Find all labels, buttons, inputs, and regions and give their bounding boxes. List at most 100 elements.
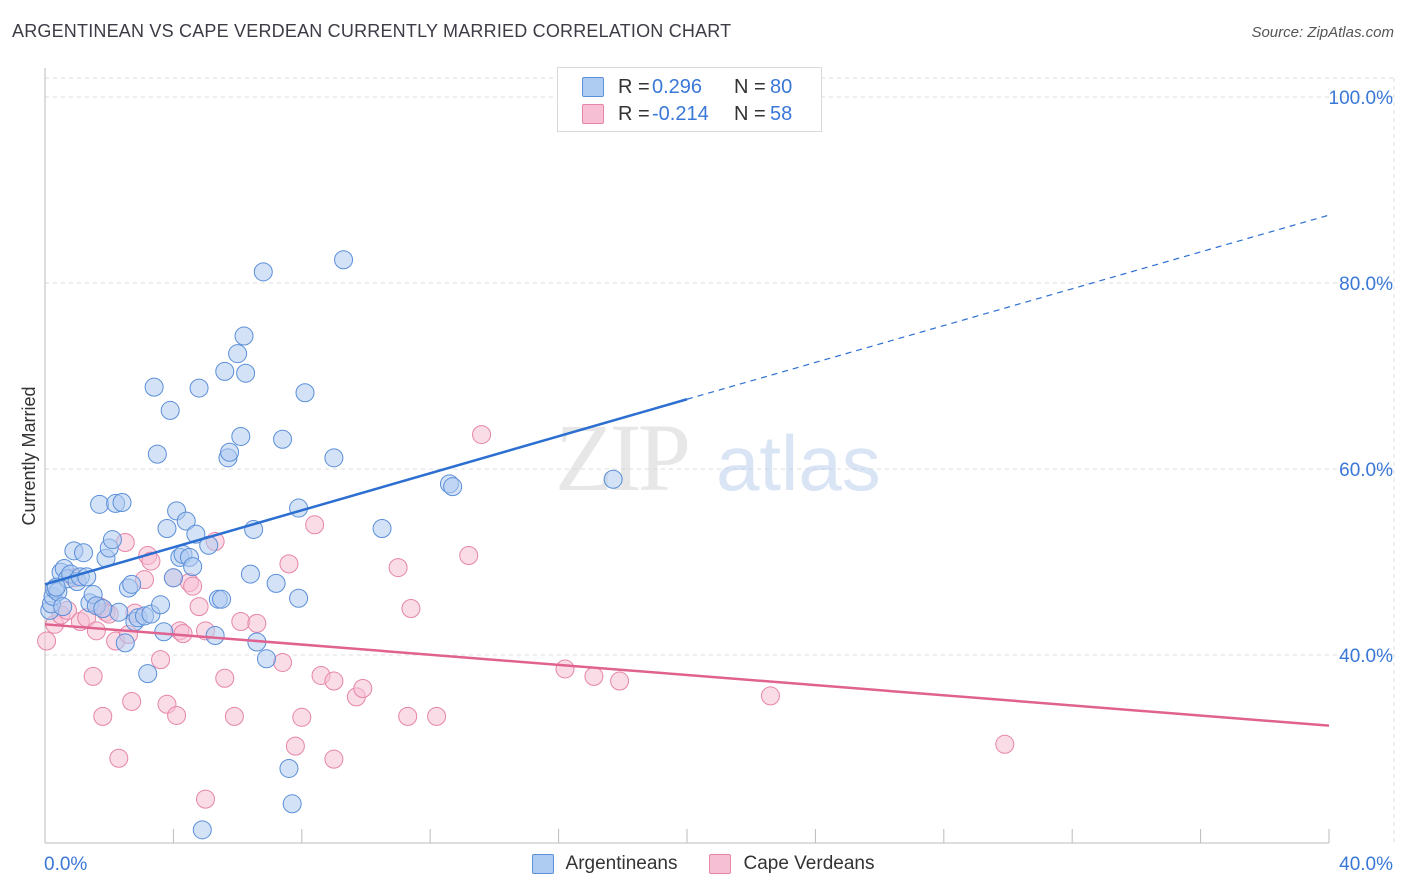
legend-r-value: 0.296	[652, 75, 703, 98]
legend-n-value: 58	[770, 102, 793, 125]
watermark: ZIP atlas	[555, 404, 881, 511]
watermark-atlas: atlas	[716, 419, 881, 507]
argentinean-point	[295, 383, 315, 403]
cape-verdean-point	[398, 706, 418, 726]
x-tick-label: 40.0%	[1339, 854, 1393, 875]
legend-row-argentineans: R = 0.296 N = 80	[582, 75, 792, 99]
cape-verdean-point	[353, 678, 373, 698]
trend-lines	[44, 214, 1330, 727]
cape-verdean-point	[224, 706, 244, 726]
argentinean-point	[90, 494, 110, 514]
series-legend-label: Argentineans	[565, 853, 678, 874]
argentinean-point	[176, 511, 196, 531]
argentinean-point	[324, 448, 344, 468]
series-legend-cape-verdeans[interactable]: Cape Verdeans	[709, 853, 874, 875]
cape-verdean-point	[584, 666, 604, 686]
y-tick-label: 100.0%	[1329, 88, 1394, 109]
argentineans-points	[40, 250, 623, 840]
legend-r-label: R =	[618, 75, 650, 98]
tick-labels: 40.0% 60.0% 80.0% 100.0% 0.0% 40.0%	[44, 88, 1393, 875]
y-tick-label: 60.0%	[1339, 460, 1393, 481]
cape-verdean-point	[610, 671, 630, 691]
argentinean-point	[256, 649, 276, 669]
legend-n-value: 80	[770, 75, 793, 98]
cape-verdean-point	[167, 705, 187, 725]
argentineans-trend-line	[44, 398, 688, 586]
cape-verdeans-swatch	[709, 854, 732, 874]
cape-verdeans-trend-line	[44, 623, 1330, 727]
y-tick-label: 40.0%	[1339, 646, 1393, 667]
cape-verdean-point	[109, 748, 129, 768]
legend-n-label: N =	[734, 102, 766, 125]
cape-verdean-point	[183, 576, 203, 596]
cape-verdean-point	[472, 425, 492, 445]
argentinean-point	[215, 361, 235, 381]
argentinean-point	[122, 574, 142, 594]
argentinean-point	[109, 602, 129, 622]
argentinean-point	[112, 492, 132, 512]
cape-verdean-point	[122, 692, 142, 711]
legend-row-cape-verdeans: R = -0.214 N = 58	[582, 102, 792, 126]
cape-verdean-point	[86, 621, 106, 641]
argentinean-point	[102, 530, 122, 550]
cape-verdean-point	[273, 652, 293, 672]
cape-verdean-point	[196, 789, 215, 809]
argentinean-point	[236, 363, 256, 383]
cape-verdean-point	[324, 749, 344, 769]
axes	[44, 68, 1330, 844]
argentinean-point	[147, 444, 167, 464]
cape-verdean-point	[324, 671, 344, 691]
cape-verdean-point	[93, 706, 113, 726]
argentinean-point	[53, 597, 73, 617]
cape-verdean-point	[83, 666, 103, 686]
argentinean-point	[151, 595, 171, 615]
argentinean-point	[279, 758, 299, 778]
argentinean-point	[212, 589, 232, 609]
cape-verdean-point	[37, 631, 57, 651]
series-legend: Argentineans Cape Verdeans	[0, 850, 1406, 878]
cape-verdean-point	[231, 612, 251, 632]
cape-verdean-point	[401, 599, 421, 618]
watermark-zip: ZIP	[555, 404, 688, 511]
cape-verdean-point	[459, 545, 479, 565]
cape-verdean-point	[305, 515, 325, 535]
cape-verdean-point	[279, 554, 299, 574]
x-tick-label: 0.0%	[44, 854, 87, 875]
argentinean-point	[157, 519, 177, 539]
source-label: Source: ZipAtlas.com	[1251, 24, 1394, 41]
argentinean-point	[160, 400, 180, 420]
argentinean-point	[231, 426, 251, 446]
cape-verdean-point	[215, 668, 235, 688]
y-tick-label: 80.0%	[1339, 274, 1393, 295]
argentinean-point	[334, 250, 354, 270]
cape-verdean-point	[189, 597, 209, 617]
cape-verdean-point	[760, 686, 780, 706]
cape-verdean-point	[388, 558, 408, 578]
argentinean-point	[154, 622, 174, 642]
argentineans-swatch	[531, 854, 554, 874]
argentineans-trend-extension	[686, 214, 1330, 400]
argentinean-point	[74, 543, 94, 563]
cape-verdeans-swatch	[582, 104, 604, 124]
legend-n-label: N =	[734, 75, 766, 98]
cape-verdean-point	[285, 736, 305, 756]
argentinean-point	[289, 498, 309, 518]
argentinean-point	[228, 344, 248, 364]
cape-verdean-point	[427, 706, 447, 726]
argentinean-point	[289, 588, 309, 608]
argentinean-point	[273, 429, 293, 449]
cape-verdean-point	[995, 734, 1015, 754]
argentinean-point	[220, 442, 240, 462]
argentinean-point	[234, 326, 254, 346]
argentinean-point	[603, 469, 623, 489]
cape-verdean-point	[141, 551, 161, 571]
legend-r-label: R =	[618, 102, 650, 125]
cape-verdean-point	[151, 650, 171, 670]
series-legend-argentineans[interactable]: Argentineans	[531, 853, 678, 875]
cape-verdean-point	[247, 613, 267, 633]
cape-verdean-point	[292, 707, 312, 727]
argentinean-point	[183, 557, 203, 577]
argentinean-point	[253, 262, 273, 282]
argentineans-swatch	[582, 77, 604, 97]
argentinean-point	[282, 794, 302, 814]
